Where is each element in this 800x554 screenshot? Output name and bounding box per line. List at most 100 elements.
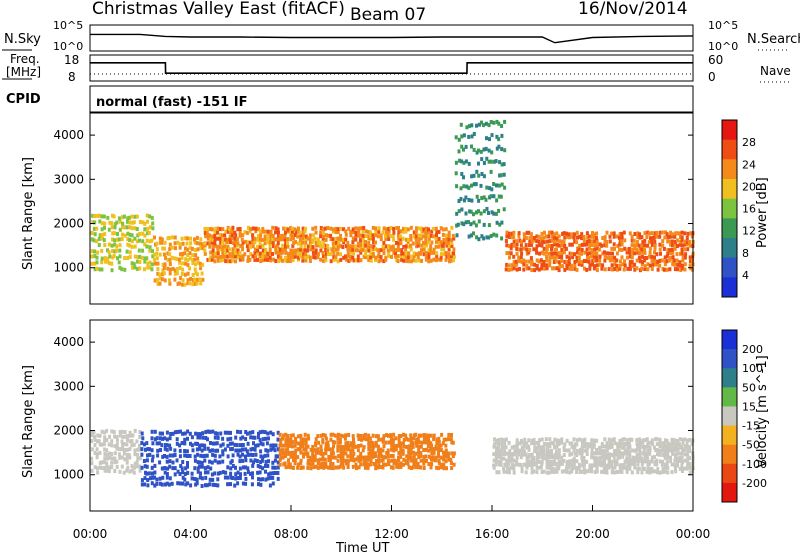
colorbar-tick-label: 50	[742, 381, 756, 394]
heatmap-cell	[277, 230, 280, 235]
heatmap-cell	[351, 255, 355, 260]
heatmap-cell	[313, 454, 317, 459]
heatmap-cell	[643, 243, 646, 248]
heatmap-cell	[683, 262, 687, 267]
heatmap-cell	[369, 234, 373, 239]
heatmap-cell	[575, 459, 579, 464]
heatmap-cell	[560, 437, 564, 442]
heatmap-cell	[390, 443, 394, 448]
heatmap-cell	[593, 239, 597, 244]
heatmap-cell	[590, 438, 594, 443]
heatmap-cell	[683, 448, 687, 453]
heatmap-cell	[140, 478, 144, 483]
heatmap-cell	[656, 259, 660, 264]
heatmap-cell	[445, 243, 449, 248]
heatmap-cell	[661, 470, 665, 475]
heatmap-cell	[96, 213, 100, 218]
heatmap-cell	[512, 254, 516, 259]
heatmap-cell	[658, 437, 662, 442]
heatmap-cell	[146, 453, 149, 458]
heatmap-cell	[291, 440, 295, 445]
heatmap-cell	[666, 441, 670, 446]
heatmap-cell	[258, 241, 262, 246]
heatmap-cell	[141, 220, 145, 225]
heatmap-cell	[441, 232, 445, 237]
heatmap-cell	[271, 233, 275, 238]
heatmap-cell	[567, 448, 571, 453]
heatmap-cell	[407, 237, 410, 242]
heatmap-cell	[155, 436, 159, 441]
heatmap-cell	[158, 272, 162, 277]
heatmap-cell	[147, 230, 151, 235]
heatmap-cell	[178, 481, 182, 486]
heatmap-cell	[678, 456, 682, 461]
heatmap-cell	[302, 437, 306, 442]
heatmap-cell	[371, 254, 375, 259]
heatmap-cell	[432, 257, 436, 262]
heatmap-cell	[429, 247, 433, 252]
heatmap-cell	[670, 437, 674, 442]
heatmap-cell	[206, 470, 210, 475]
heatmap-cell	[435, 239, 438, 244]
heatmap-cell	[658, 444, 662, 449]
heatmap-cell	[488, 137, 491, 142]
heatmap-cell	[427, 248, 431, 253]
heatmap-cell	[399, 434, 403, 438]
heatmap-cell	[278, 448, 282, 453]
freq-series-line	[90, 61, 693, 74]
heatmap-cell	[575, 230, 579, 235]
heatmap-cell	[293, 227, 297, 232]
heatmap-cell	[195, 481, 199, 486]
heatmap-cell	[495, 449, 498, 454]
heatmap-cell	[95, 466, 99, 471]
heatmap-cell	[234, 476, 238, 481]
heatmap-cell	[188, 266, 192, 271]
heatmap-cell	[437, 454, 440, 459]
heatmap-cell	[349, 233, 353, 238]
heatmap-cell	[344, 433, 348, 438]
heatmap-cell	[369, 258, 373, 263]
time-x-ticks: 00:00 04:00 08:00 12:00 16:00 20:00 00:00	[73, 505, 710, 541]
heatmap-cell	[673, 242, 677, 247]
heatmap-cell	[552, 469, 556, 474]
heatmap-cell	[198, 277, 202, 282]
heatmap-cell	[490, 150, 494, 155]
heatmap-cell	[680, 238, 684, 243]
heatmap-cell	[113, 238, 117, 243]
heatmap-cell	[348, 443, 352, 448]
heatmap-cell	[592, 463, 596, 468]
heatmap-cell	[542, 456, 546, 461]
heatmap-cell	[216, 483, 220, 488]
heatmap-cell	[523, 462, 527, 467]
heatmap-cell	[567, 232, 571, 237]
heatmap-cell	[552, 441, 556, 446]
heatmap-cell	[240, 243, 244, 248]
heatmap-cell	[450, 225, 454, 230]
heatmap-cell	[411, 441, 415, 446]
heatmap-cell	[253, 236, 257, 241]
heatmap-cell	[409, 433, 413, 438]
heatmap-cell	[518, 462, 521, 467]
heatmap-cell	[117, 237, 121, 242]
heatmap-cell	[158, 441, 162, 446]
heatmap-cell	[540, 462, 544, 466]
heatmap-cell	[580, 455, 584, 460]
heatmap-cell	[296, 447, 300, 452]
heatmap-cell	[181, 241, 185, 246]
heatmap-cell	[367, 433, 371, 438]
heatmap-cell	[359, 258, 363, 263]
heatmap-cell	[344, 458, 348, 463]
heatmap-cell	[409, 451, 413, 456]
heatmap-cell	[183, 449, 187, 453]
heatmap-cell	[339, 447, 343, 452]
heatmap-cell	[245, 244, 249, 249]
heatmap-cell	[256, 244, 260, 249]
heatmap-cell	[585, 459, 589, 464]
heatmap-cell	[103, 430, 107, 435]
heatmap-cell	[356, 254, 360, 259]
heatmap-cell	[643, 264, 647, 269]
nave-tick-bottom: 0	[708, 70, 716, 84]
heatmap-cell	[150, 465, 154, 470]
heatmap-cell	[211, 429, 215, 434]
heatmap-cell	[548, 455, 551, 459]
